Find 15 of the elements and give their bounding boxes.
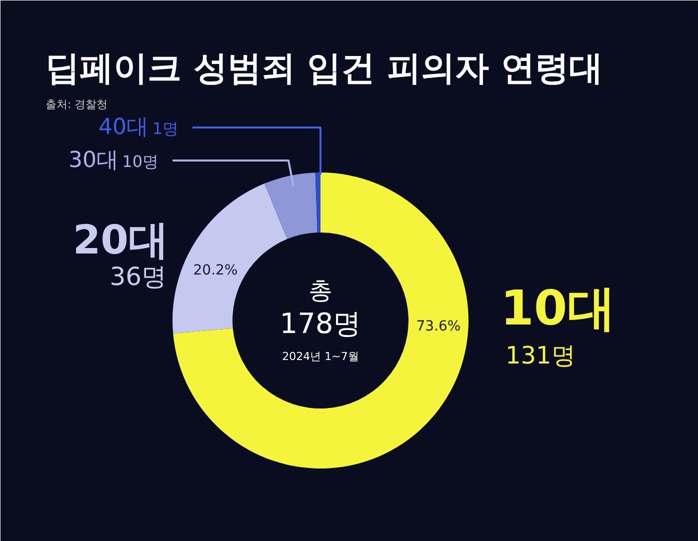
source-note: 출처: 경찰청: [46, 98, 108, 111]
data-label: 10명: [122, 152, 158, 171]
data-label: 131명: [506, 342, 576, 370]
data-label: 36명: [110, 262, 166, 291]
text: 총: [308, 276, 332, 304]
text: 73.6%: [416, 318, 461, 334]
data-label: 1명: [152, 119, 179, 138]
chart-title: 딥페이크 성범죄 입건 피의자 연령대: [46, 48, 603, 88]
slice-label: 40대: [98, 115, 149, 140]
text: 178명: [280, 307, 362, 340]
text: 2024년 1~7월: [282, 350, 359, 363]
slice-label: 10대: [500, 280, 616, 336]
slice-label: 30대: [68, 148, 119, 173]
text: 20.2%: [193, 262, 238, 278]
slice-label: 20대: [72, 218, 169, 264]
